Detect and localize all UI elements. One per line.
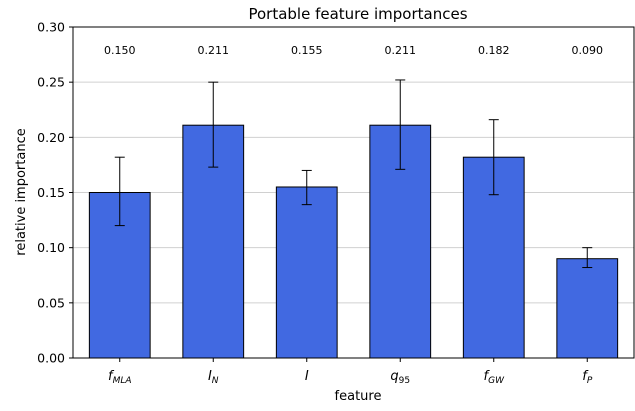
x-tick-label: fGW: [484, 369, 506, 386]
value-label: 0.211: [198, 44, 230, 57]
y-tick-label: 0.30: [37, 20, 65, 35]
value-label: 0.090: [572, 44, 604, 57]
value-label: 0.182: [478, 44, 510, 57]
x-tick-label: IN: [208, 369, 219, 386]
bars-layer: [88, 124, 619, 359]
y-ticks: 0.00 0.05 0.10 0.15 0.20 0.25 0.30: [37, 20, 73, 366]
bar: [556, 258, 619, 359]
y-tick-label: 0.15: [37, 185, 65, 200]
y-tick-label: 0.05: [37, 295, 65, 310]
x-tick-label: I: [305, 369, 309, 384]
y-tick-label: 0.10: [37, 240, 65, 255]
value-label: 0.211: [385, 44, 417, 57]
y-axis-label: relative importance: [14, 128, 29, 255]
grid-layer: [73, 26, 634, 359]
x-tick-label: fMLA: [108, 369, 132, 386]
value-label: 0.155: [291, 44, 323, 57]
x-tick-label: q95: [390, 369, 410, 386]
x-tick-label: fP: [582, 369, 593, 386]
x-axis-label: feature: [335, 389, 382, 404]
bar: [275, 186, 338, 359]
value-labels: 0.150 0.211 0.155 0.211 0.182 0.090: [104, 44, 603, 57]
chart-title: Portable feature importances: [248, 5, 467, 23]
error-bars-layer: [114, 79, 593, 269]
y-tick-label: 0.25: [37, 75, 65, 90]
y-tick-label: 0.20: [37, 130, 65, 145]
value-label: 0.150: [104, 44, 136, 57]
y-tick-label: 0.00: [37, 351, 65, 366]
